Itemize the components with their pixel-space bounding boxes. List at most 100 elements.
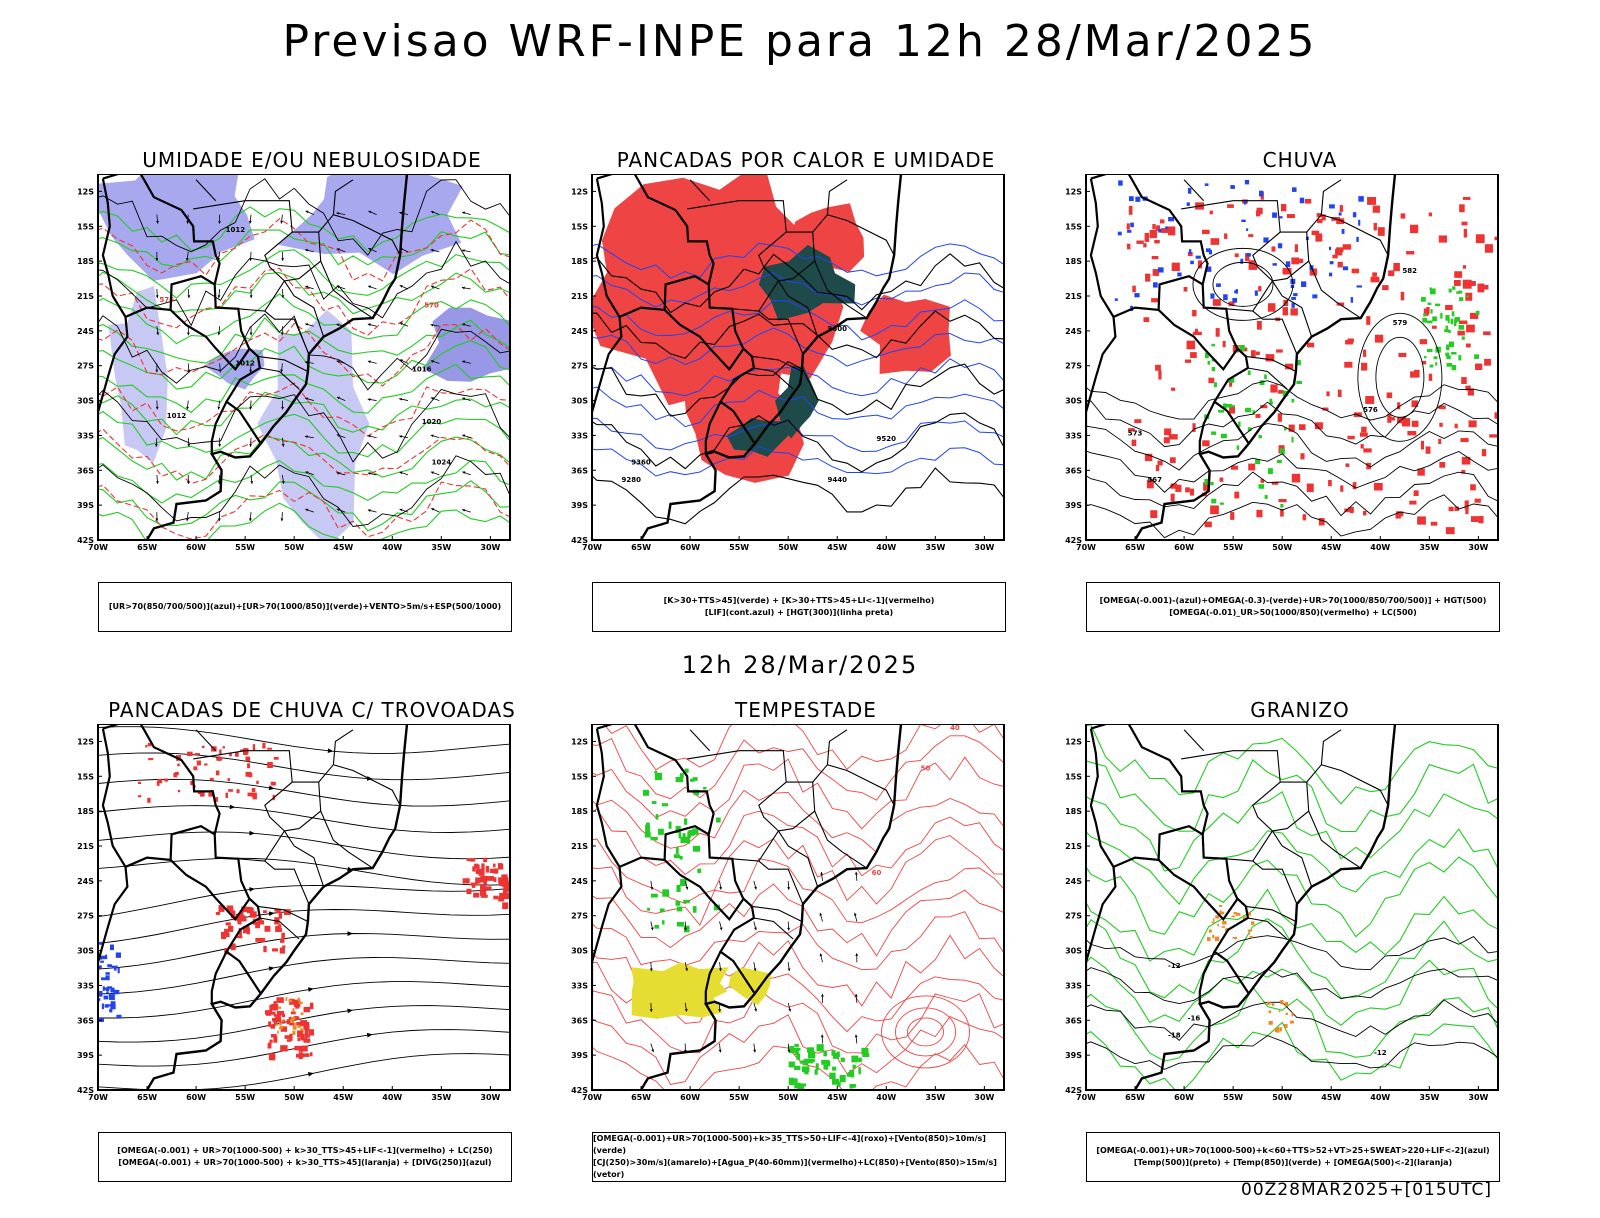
strong-wind-area bbox=[651, 837, 658, 840]
heavy-rain-area bbox=[1424, 356, 1426, 358]
thunder-area bbox=[483, 879, 487, 885]
rain-cell bbox=[1445, 305, 1453, 310]
lon-label: 55W bbox=[235, 543, 255, 552]
lon-label: 40W bbox=[1370, 1093, 1390, 1102]
strong-wind-area bbox=[662, 920, 665, 924]
rain-cell bbox=[1171, 494, 1175, 502]
omega-area bbox=[1351, 297, 1353, 303]
thunder-area bbox=[302, 1046, 308, 1052]
rain-cell bbox=[1281, 204, 1286, 211]
omega-area bbox=[1217, 924, 1219, 927]
heavy-rain-area bbox=[1220, 502, 1224, 504]
divergence-area bbox=[102, 1004, 104, 1010]
rain-cell bbox=[1438, 439, 1441, 444]
rain-cell bbox=[1276, 349, 1283, 352]
omega-area bbox=[1279, 1010, 1281, 1012]
lat-label: 24S bbox=[77, 877, 94, 886]
omega-area bbox=[1187, 202, 1190, 206]
rain-cell bbox=[1409, 501, 1416, 505]
rain-cell bbox=[1202, 230, 1210, 234]
rain-cell bbox=[1152, 256, 1159, 259]
strong-wind-area bbox=[645, 832, 651, 838]
lat-label: 18S bbox=[571, 257, 588, 266]
omega-area bbox=[1312, 294, 1317, 298]
legend-box: [K>30+TTS>45](verde) + [K>30+TTS>45+LI<-… bbox=[592, 582, 1006, 632]
rain-cell bbox=[1363, 511, 1366, 516]
lon-label: 65W bbox=[1125, 543, 1145, 552]
contour-label: 9360 bbox=[631, 458, 651, 466]
omega-area bbox=[1234, 912, 1238, 914]
thunder-area bbox=[223, 746, 225, 748]
omega-area bbox=[1267, 1002, 1271, 1005]
rain-cell bbox=[1235, 253, 1239, 257]
contour-label: 9520 bbox=[877, 435, 897, 443]
omega-area bbox=[1272, 212, 1277, 217]
rain-cell bbox=[1136, 240, 1143, 243]
heavy-rain-area bbox=[1452, 365, 1457, 370]
lat-label: 36S bbox=[77, 466, 94, 475]
thunder-area bbox=[237, 789, 240, 793]
map-layer: -12-16-18-12 bbox=[1050, 724, 1503, 1094]
thunder-area bbox=[228, 778, 230, 781]
heavy-rain-area bbox=[1296, 381, 1302, 384]
rain-cell bbox=[1374, 483, 1383, 491]
omega-area bbox=[1177, 273, 1181, 277]
rain-cell bbox=[1454, 271, 1462, 278]
rain-cell bbox=[1256, 211, 1260, 217]
strong-wind-area bbox=[680, 837, 687, 843]
panel-title: GRANIZO bbox=[1050, 698, 1550, 722]
strong-wind-area bbox=[800, 1060, 807, 1063]
divergence-area bbox=[116, 952, 121, 957]
lon-label: 70W bbox=[88, 1093, 108, 1102]
thunder-area bbox=[228, 926, 233, 932]
heavy-rain-area bbox=[1214, 382, 1217, 387]
omega-area bbox=[1235, 937, 1237, 939]
rain-cell bbox=[1361, 427, 1366, 433]
orange-area bbox=[295, 1023, 297, 1025]
thunder-area bbox=[295, 1004, 299, 1009]
map-pancadas-calor: 9600952094409360928012S15S18S21S24S27S30… bbox=[556, 174, 1056, 574]
thunder-area bbox=[474, 864, 478, 869]
thunder-area bbox=[267, 748, 272, 750]
heavy-rain-area bbox=[1237, 445, 1240, 449]
thunder-area bbox=[481, 863, 484, 869]
rain-cell bbox=[1171, 388, 1175, 391]
omega-area bbox=[1219, 905, 1222, 907]
thunder-area bbox=[296, 1022, 303, 1025]
lat-label: 39S bbox=[77, 501, 94, 510]
omega-area bbox=[1115, 298, 1118, 300]
thunder-area bbox=[228, 789, 233, 792]
omega-area bbox=[1353, 212, 1356, 217]
thunder-area bbox=[195, 753, 200, 755]
heavy-rain-area bbox=[1430, 365, 1434, 368]
panel-title: PANCADAS DE CHUVA C/ TROVOADAS bbox=[62, 698, 562, 722]
omega-area bbox=[1240, 259, 1243, 264]
heavy-rain-area bbox=[1452, 286, 1455, 289]
rain-cell bbox=[1478, 516, 1483, 523]
rain-cell bbox=[1475, 364, 1482, 370]
rain-cell bbox=[1283, 268, 1292, 275]
lon-label: 30W bbox=[1468, 1093, 1488, 1102]
thunder-area bbox=[193, 766, 197, 770]
panel-title: CHUVA bbox=[1050, 148, 1550, 172]
thunder-area bbox=[304, 1007, 310, 1012]
omega-area bbox=[1135, 197, 1140, 202]
heavy-rain-area bbox=[1452, 311, 1455, 316]
rain-cell bbox=[1483, 331, 1490, 335]
thunder-area bbox=[501, 875, 507, 880]
map-tempestade: 40506012S15S18S21S24S27S30S33S36S39S42S7… bbox=[556, 724, 1056, 1124]
thunder-area bbox=[190, 781, 192, 785]
omega-area bbox=[1276, 1028, 1279, 1032]
legend-line: [OMEGA(-0.001)-(azul)+OMEGA(-0.3)-(verde… bbox=[1100, 595, 1487, 607]
rain-cell bbox=[1307, 343, 1314, 348]
rain-cell bbox=[1143, 317, 1149, 322]
thunder-area bbox=[493, 864, 496, 868]
rain-cell bbox=[1375, 335, 1383, 343]
lon-label: 55W bbox=[1223, 1093, 1243, 1102]
rain-cell bbox=[1387, 392, 1393, 398]
omega-area bbox=[1293, 293, 1297, 296]
omega-area bbox=[1329, 204, 1335, 208]
orange-area bbox=[297, 1025, 301, 1027]
